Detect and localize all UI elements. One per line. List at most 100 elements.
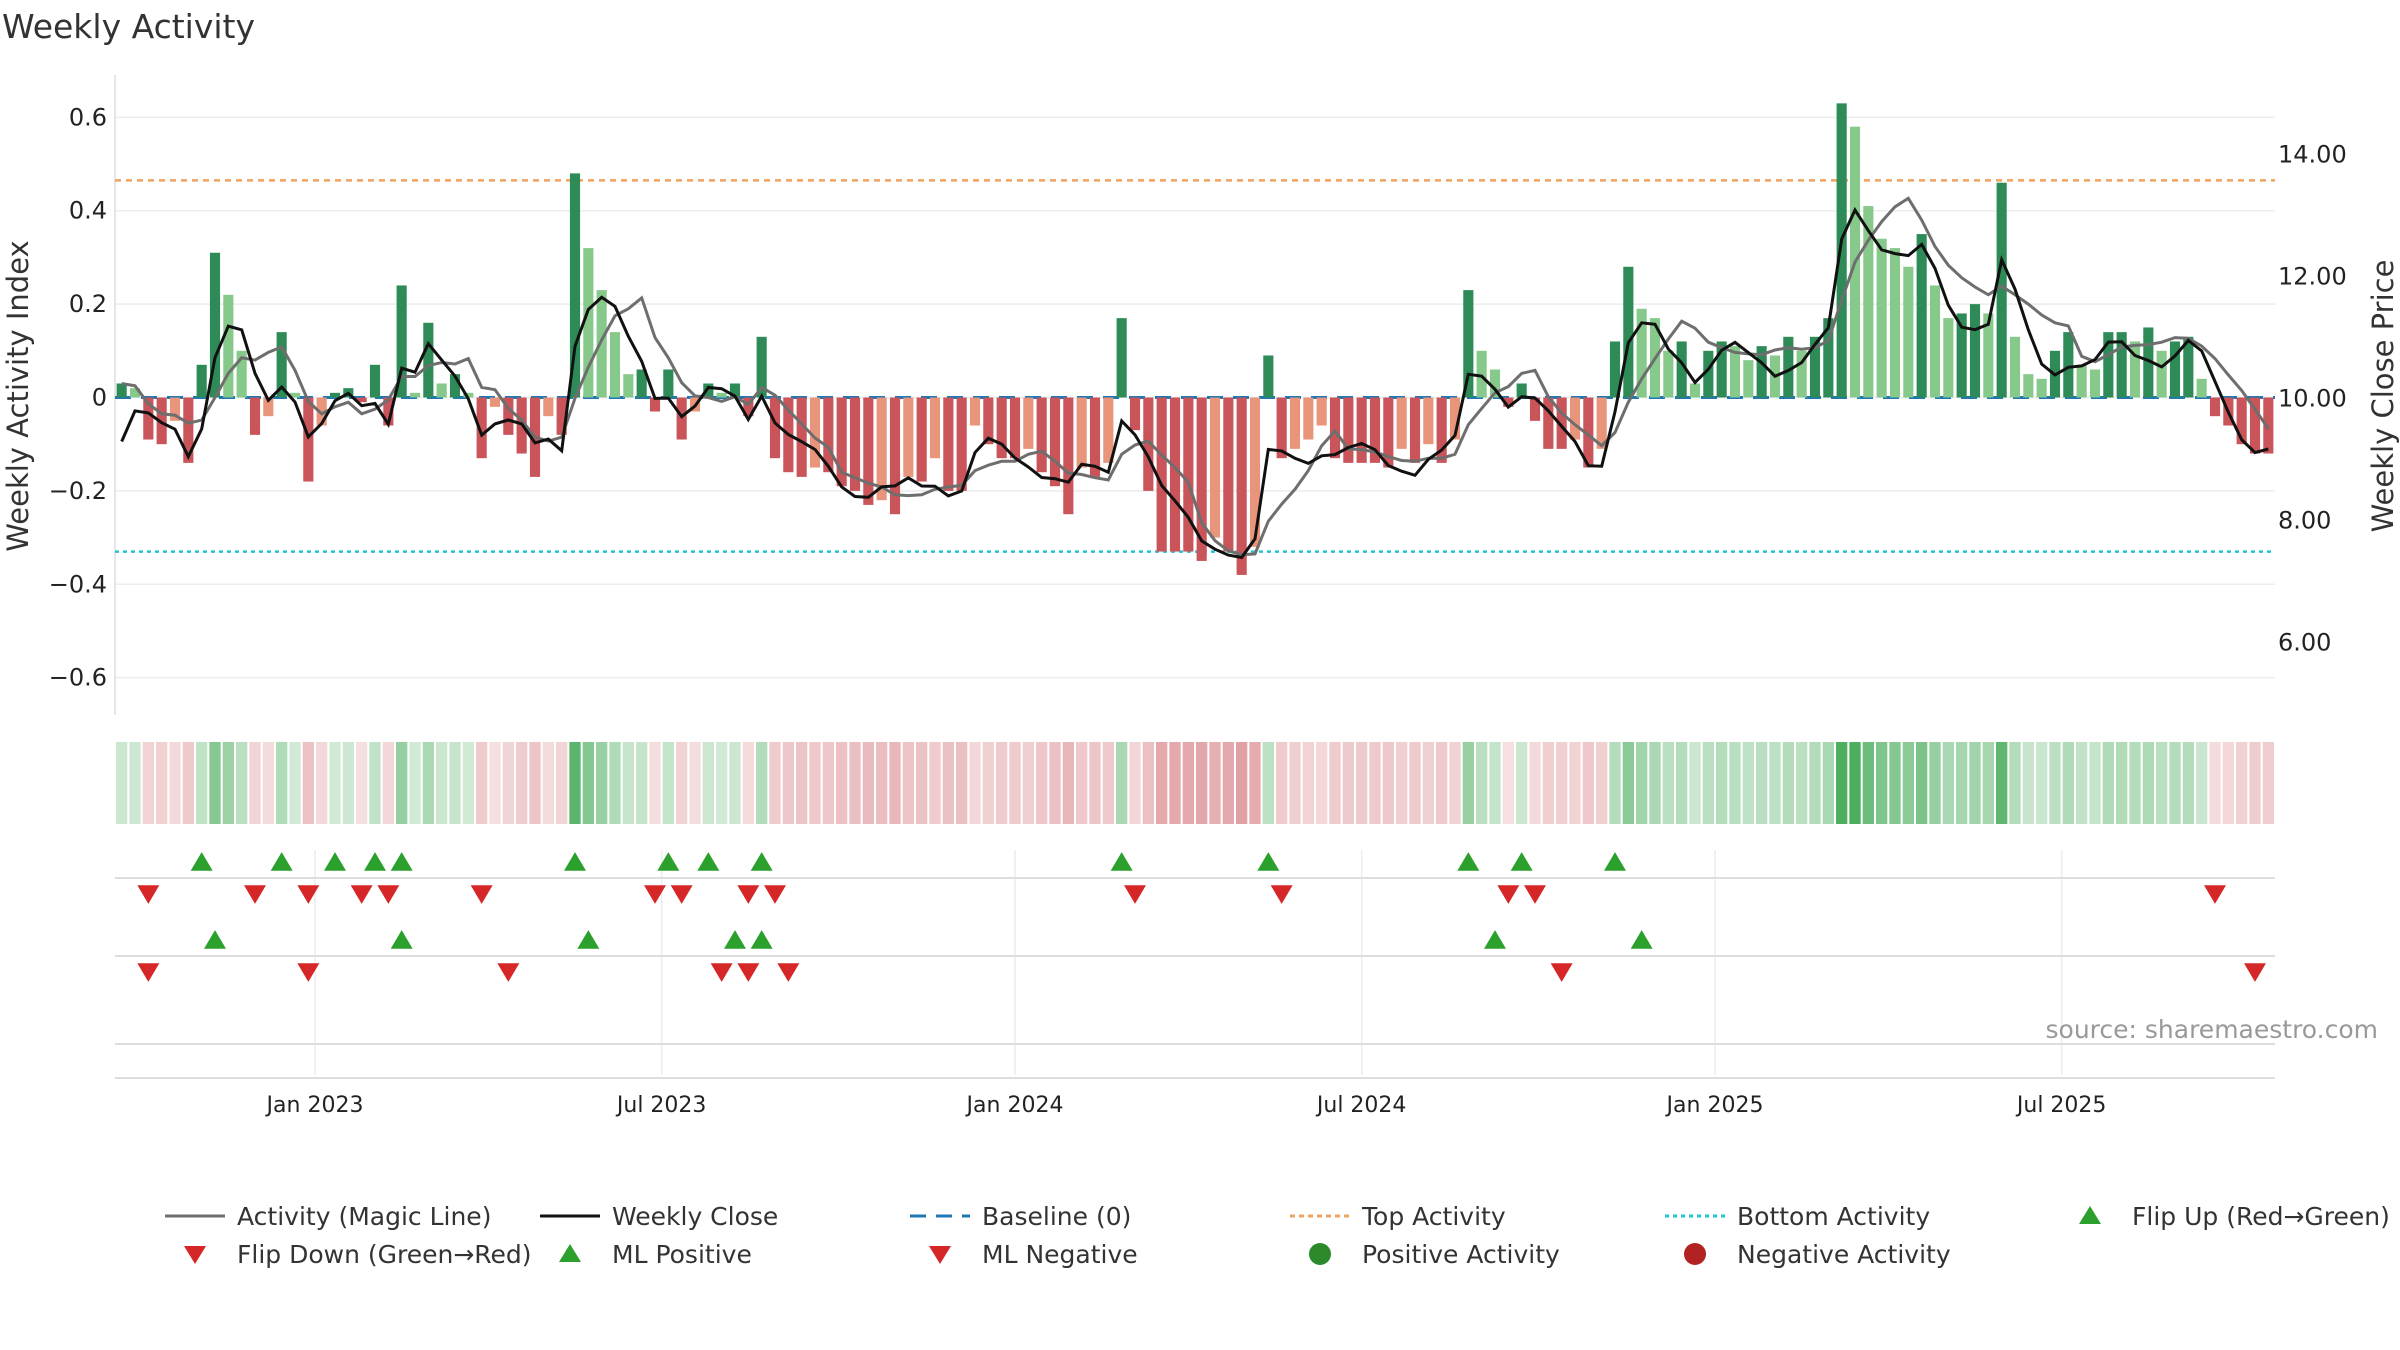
activity-bar	[1596, 397, 1607, 449]
heat-cell	[942, 742, 954, 824]
flip-down-marker	[377, 885, 400, 904]
heat-cell	[2089, 742, 2101, 824]
activity-bar	[1729, 346, 1741, 398]
activity-bar	[796, 397, 807, 477]
flip-up-marker	[750, 852, 773, 871]
heat-cell	[502, 742, 514, 824]
legend-swatch	[559, 1244, 581, 1262]
activity-bar	[1169, 397, 1181, 552]
activity-bar	[583, 248, 594, 398]
heat-cell	[2196, 742, 2208, 824]
heat-cell	[2182, 742, 2194, 824]
heat-cell	[1796, 742, 1808, 824]
legend-item: Negative Activity	[1684, 1240, 1951, 1269]
activity-bar	[463, 392, 474, 398]
activity-bar	[943, 397, 954, 491]
heat-cell	[1822, 742, 1834, 824]
activity-bar	[1583, 397, 1594, 468]
heat-cell	[1049, 742, 1061, 824]
heat-cell	[1449, 742, 1461, 824]
activity-bar	[1329, 397, 1341, 459]
flip-up-marker	[270, 852, 293, 871]
heat-cell	[1249, 742, 1261, 824]
heat-cell	[449, 742, 461, 824]
y2-tick-label: 14.00	[2278, 140, 2347, 168]
heat-cell	[1809, 742, 1821, 824]
activity-bar	[703, 383, 714, 398]
y2-tick-label: 10.00	[2278, 385, 2347, 413]
flip-down-marker	[470, 885, 493, 904]
activity-bar	[1983, 313, 1994, 398]
heat-cell	[1556, 742, 1568, 824]
heat-cell	[1969, 742, 1981, 824]
activity-bar	[1063, 397, 1074, 515]
legend-item: Weekly Close	[540, 1202, 778, 1231]
activity-bar	[1316, 397, 1327, 426]
activity-bar	[1609, 341, 1621, 398]
heat-cell	[1302, 742, 1314, 824]
heat-cell	[2049, 742, 2061, 824]
activity-bar	[1876, 238, 1887, 398]
activity-bar	[1783, 336, 1794, 398]
flip-up-marker	[1257, 852, 1280, 871]
activity-bar	[449, 374, 461, 398]
heat-cell	[662, 742, 674, 824]
activity-bar	[969, 397, 981, 426]
legend-swatch	[2079, 1206, 2101, 1224]
activity-bar	[316, 397, 327, 426]
activity-bar	[409, 392, 421, 398]
activity-bar	[436, 383, 447, 398]
activity-bar	[489, 397, 501, 407]
heat-cell	[289, 742, 301, 824]
ml-negative-marker	[1550, 963, 1573, 982]
activity-bar	[956, 397, 967, 491]
heat-cell	[1489, 742, 1501, 824]
heat-cell	[1369, 742, 1381, 824]
heat-cell	[876, 742, 888, 824]
heat-cell	[1182, 742, 1194, 824]
heat-cell	[982, 742, 994, 824]
activity-bar	[1223, 397, 1234, 552]
heat-cell	[2262, 742, 2274, 824]
heat-cell	[2102, 742, 2114, 824]
legend-swatch	[1309, 1243, 1331, 1265]
heat-cell	[1662, 742, 1674, 824]
activity-bar	[1543, 397, 1554, 449]
activity-bar	[889, 397, 901, 515]
activity-bar	[1489, 369, 1501, 398]
activity-bar	[649, 397, 661, 412]
heat-cell	[569, 742, 581, 824]
activity-bar	[1809, 336, 1821, 398]
activity-bar	[1303, 397, 1314, 440]
heat-cell	[262, 742, 274, 824]
flip-down-marker	[1270, 885, 1293, 904]
activity-bar	[249, 397, 261, 435]
heat-cell	[582, 742, 594, 824]
activity-bar	[609, 332, 621, 398]
activity-bar	[809, 397, 821, 468]
activity-bar	[1249, 397, 1261, 547]
heat-cell	[1742, 742, 1754, 824]
ml-positive-marker	[1484, 930, 1506, 949]
ml-negative-marker	[737, 963, 760, 982]
activity-bar	[329, 392, 341, 398]
activity-bar	[1516, 383, 1527, 398]
activity-bar	[2103, 332, 2114, 398]
heat-cell	[236, 742, 248, 824]
heat-cell	[329, 742, 341, 824]
activity-bar	[1956, 313, 1967, 398]
heat-cell	[809, 742, 821, 824]
heat-cell	[556, 742, 568, 824]
flip-down-marker	[244, 885, 266, 904]
price-lines	[120, 196, 2270, 560]
heat-cell	[462, 742, 474, 824]
activity-bar	[1503, 397, 1514, 407]
heat-cell	[889, 742, 901, 824]
heat-cell	[1902, 742, 1914, 824]
x-tick-label: Jan 2023	[265, 1093, 364, 1118]
heat-cell	[316, 742, 328, 824]
heat-cell	[1222, 742, 1234, 824]
activity-bar	[1369, 397, 1381, 463]
activity-bar	[876, 397, 887, 501]
